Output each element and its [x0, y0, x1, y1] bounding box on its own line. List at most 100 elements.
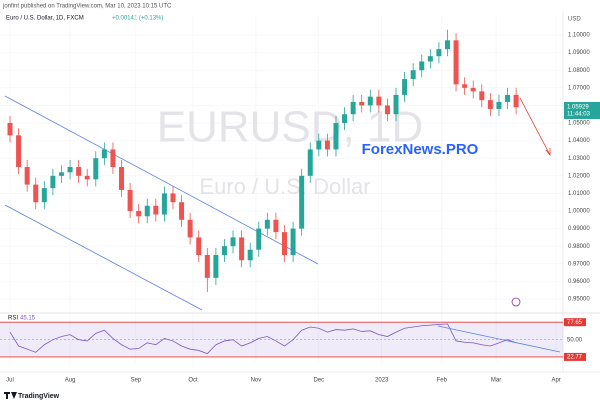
x-tick-label: Dec — [313, 378, 324, 384]
candle-body — [84, 175, 90, 180]
candle-body — [50, 175, 56, 189]
candle-body — [359, 101, 365, 106]
candle-body — [58, 172, 64, 176]
logo: TradingView — [18, 393, 60, 400]
candle-body — [239, 237, 245, 261]
candle-body — [402, 79, 408, 95]
rsi-title: RSI — [8, 316, 18, 322]
candle-body — [393, 94, 399, 115]
candle-body — [187, 219, 193, 238]
rsi-trendline — [437, 325, 561, 353]
y-tick-label: 0.96000 — [568, 279, 590, 285]
candle-body — [110, 149, 116, 168]
candle-body — [273, 219, 279, 233]
candle-body — [350, 101, 356, 115]
rsi-level-label: 50.00 — [567, 337, 583, 343]
candle-body — [282, 232, 288, 255]
candle-body — [221, 246, 227, 255]
y-tick-label: 0.99000 — [568, 226, 590, 232]
currency: USD — [568, 17, 581, 23]
arrow-head — [545, 148, 551, 157]
candle-body — [453, 40, 459, 85]
candle-body — [419, 61, 425, 71]
rsi-level-label: 22.77 — [567, 354, 583, 360]
channel-line — [4, 95, 319, 265]
candle-body — [16, 135, 22, 168]
candle-body — [41, 188, 47, 203]
candle-body — [7, 123, 13, 136]
candle-body — [496, 101, 502, 109]
candle-body — [376, 96, 382, 106]
candle-body — [333, 123, 339, 150]
candle-body — [204, 254, 210, 278]
y-tick-label: 1.02000 — [568, 173, 590, 179]
event-icon — [511, 297, 521, 307]
candle-body — [462, 84, 468, 88]
candle-body — [264, 219, 270, 229]
y-tick-label: 1.03000 — [568, 156, 590, 162]
candle-body — [170, 193, 176, 203]
candle-body — [247, 249, 253, 261]
candle-body — [290, 228, 296, 255]
last-price: 1.05929 — [567, 105, 589, 111]
candle-body — [230, 237, 236, 247]
channel-line — [4, 204, 203, 311]
y-tick-label: 1.10000 — [568, 33, 590, 39]
candle-body — [136, 211, 142, 217]
candle-body — [213, 254, 219, 278]
rsi-level-box — [564, 335, 586, 344]
x-tick-label: 2023 — [375, 378, 389, 384]
y-tick-label: 1.00000 — [568, 209, 590, 215]
x-tick-label: Jul — [6, 378, 14, 384]
candle-body — [384, 105, 390, 115]
candle-body — [436, 49, 442, 57]
x-tick-label: Apr — [551, 378, 560, 384]
y-tick-label: 0.97000 — [568, 261, 590, 267]
candle-body — [101, 149, 107, 159]
y-tick-label: 1.01000 — [568, 191, 590, 197]
candle-body — [93, 158, 99, 180]
x-tick-label: Nov — [251, 378, 262, 384]
logo-mark — [4, 392, 17, 399]
change: +0.00141 (+0.13%) — [112, 16, 163, 22]
y-tick-label: 1.05000 — [568, 121, 590, 127]
candle-body — [505, 94, 511, 102]
candle-body — [444, 40, 450, 50]
candle-body — [76, 167, 82, 176]
x-tick-label: Aug — [65, 378, 76, 384]
x-tick-label: Mar — [491, 378, 501, 384]
candle-body — [153, 205, 159, 215]
candle-body — [119, 167, 125, 190]
x-tick-label: Oct — [188, 378, 198, 384]
candle-body — [324, 140, 330, 150]
candle-body — [316, 140, 322, 150]
candle-body — [410, 70, 416, 80]
publisher-line: jonfint published on TradingView.com, Ma… — [2, 4, 172, 10]
candle-body — [67, 167, 73, 173]
brand: ForexNews.PRO — [362, 141, 479, 158]
y-tick-label: 1.08000 — [568, 68, 590, 74]
y-tick-label: 1.07000 — [568, 85, 590, 91]
candle-body — [487, 100, 493, 109]
candle-body — [479, 91, 485, 101]
countdown: 11:44:03 — [567, 112, 591, 118]
candle-body — [342, 114, 348, 124]
candle-body — [196, 237, 202, 255]
candle-body — [127, 189, 133, 212]
last-price-box — [564, 102, 600, 119]
y-tick-label: 0.98000 — [568, 244, 590, 250]
x-tick-label: Feb — [437, 378, 448, 384]
rsi-line — [9, 323, 517, 355]
y-tick-label: 1.09000 — [568, 50, 590, 56]
x-tick-label: Sep — [130, 378, 141, 384]
candle-body — [24, 167, 30, 185]
candle-body — [179, 202, 185, 220]
symbol-line: Euro / U.S. Dollar, 1D, FXCM — [6, 16, 84, 22]
y-tick-label: 1.04000 — [568, 138, 590, 144]
rsi-current: 45.15 — [20, 316, 36, 322]
y-tick-label: 0.95000 — [568, 297, 590, 303]
candle-body — [367, 96, 373, 106]
candle-body — [470, 87, 476, 92]
rsi-level-box — [564, 352, 586, 361]
